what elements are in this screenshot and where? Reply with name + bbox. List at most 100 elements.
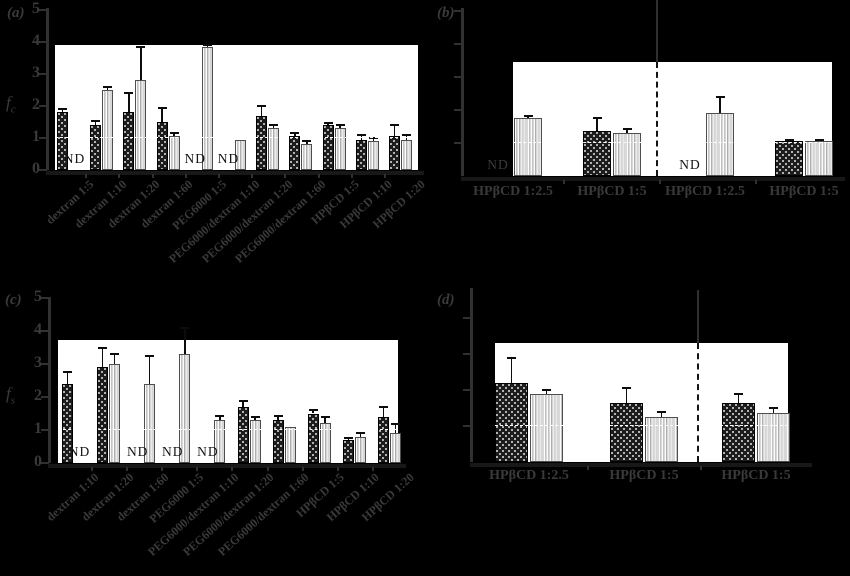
- bar-light-striped: [354, 436, 366, 463]
- divider-solid-d: [697, 290, 699, 343]
- y-tick-label-a: 3: [32, 64, 40, 81]
- error-bar-stem: [219, 416, 221, 421]
- x-tick-c: [336, 467, 339, 471]
- error-bar-stem: [527, 115, 529, 119]
- x-tick-b: [658, 180, 661, 184]
- bar-dark-dotted: [355, 139, 367, 170]
- error-bar-stem: [260, 106, 263, 116]
- bar-light-striped: [268, 128, 280, 170]
- y-axis-b: [461, 8, 464, 179]
- error-bar-cap: [390, 423, 400, 426]
- error-bar-cap: [110, 353, 120, 356]
- x-tick-d: [586, 466, 589, 470]
- error-bar-cap: [715, 95, 725, 98]
- x-tick-a: [85, 174, 88, 178]
- y-label-symbol: f: [6, 384, 11, 403]
- error-bar-stem: [173, 133, 175, 137]
- error-bar-stem: [382, 406, 385, 417]
- error-bar-stem: [312, 410, 314, 414]
- y-tick-b: [454, 109, 462, 111]
- error-bar-stem: [272, 125, 275, 129]
- reference-line-b: [513, 142, 832, 143]
- error-bar-stem: [106, 86, 109, 90]
- bar-light-striped: [514, 118, 542, 176]
- divider-dashed-d: [697, 343, 699, 462]
- error-bar-stem: [359, 433, 362, 437]
- error-bar-stem: [94, 121, 97, 126]
- bar-dark-dotted: [322, 125, 334, 170]
- y-tick-a: [39, 73, 47, 75]
- y-tick-label-c: 4: [34, 321, 42, 338]
- error-bar-stem: [128, 93, 130, 113]
- x-tick-c: [126, 467, 129, 471]
- error-bar-cap: [215, 415, 225, 418]
- x-tick-a: [118, 174, 121, 178]
- error-bar-stem: [737, 393, 740, 403]
- error-bar-cap: [157, 106, 167, 109]
- x-category-label: HPβCD 1:2.5: [489, 468, 569, 483]
- panel-a-tag: (a): [7, 5, 25, 21]
- reference-line-d: [495, 425, 788, 426]
- x-tick-a: [350, 174, 353, 178]
- bar-light-striped: [168, 136, 180, 170]
- error-bar-cap: [91, 120, 101, 123]
- x-tick-c: [231, 467, 234, 471]
- y-tick-c: [41, 462, 49, 464]
- error-bar-cap: [180, 326, 190, 329]
- error-bar-cap: [356, 133, 366, 136]
- y-tick-b: [454, 76, 462, 78]
- error-bar-cap: [323, 121, 333, 124]
- error-bar-cap: [238, 399, 248, 402]
- nd-annotation: ND: [217, 151, 240, 166]
- error-bar-cap: [343, 436, 353, 439]
- y-tick-b: [454, 10, 462, 12]
- error-bar-stem: [510, 357, 513, 383]
- error-bar-cap: [98, 346, 108, 349]
- bar-dark-dotted: [307, 413, 319, 463]
- bar-light-striped: [401, 139, 412, 170]
- bar-dark-dotted: [495, 382, 528, 462]
- bar-dark-dotted: [389, 136, 400, 170]
- x-tick-c: [161, 467, 164, 471]
- x-tick-c: [371, 467, 374, 471]
- x-tick-d: [700, 466, 702, 470]
- y-axis-c: [48, 297, 51, 466]
- bar-light-striped: [201, 46, 213, 170]
- y-tick-d: [463, 425, 471, 427]
- x-axis-a: [46, 170, 424, 175]
- x-tick-c: [91, 467, 94, 471]
- error-bar-cap: [814, 138, 824, 141]
- error-bar-cap: [273, 415, 283, 418]
- bar-light-striped: [530, 393, 563, 462]
- bar-light-striped: [109, 364, 121, 463]
- bar-dark-dotted: [90, 125, 102, 170]
- y-tick-b: [454, 142, 462, 144]
- error-bar-cap: [390, 124, 399, 127]
- bar-dark-dotted: [272, 420, 284, 463]
- error-bar-stem: [277, 416, 279, 421]
- x-tick-c: [266, 467, 269, 471]
- error-bar-stem: [61, 108, 64, 113]
- error-bar-cap: [103, 85, 113, 88]
- x-axis-c: [48, 463, 406, 468]
- error-bar-cap: [63, 371, 72, 374]
- y-tick-c: [41, 363, 49, 365]
- error-bar-cap: [136, 45, 146, 48]
- nd-annotation: ND: [197, 444, 219, 459]
- error-bar-stem: [660, 411, 663, 417]
- error-bar-cap: [769, 407, 778, 409]
- error-bar-stem: [626, 129, 628, 134]
- bar-dark-dotted: [97, 367, 109, 463]
- bar-dark-dotted: [610, 402, 643, 462]
- bar-light-striped: [249, 420, 261, 463]
- x-category-label: HPβCD 1:5: [577, 184, 647, 199]
- error-bar-cap: [542, 389, 551, 391]
- bar-dark-dotted: [583, 131, 611, 176]
- bar-dark-dotted: [722, 402, 755, 462]
- nd-annotation: ND: [126, 444, 149, 459]
- panel-d-tag: (d): [437, 292, 455, 308]
- error-bar-stem: [545, 390, 548, 394]
- error-bar-cap: [368, 137, 378, 139]
- error-bar-stem: [148, 355, 151, 384]
